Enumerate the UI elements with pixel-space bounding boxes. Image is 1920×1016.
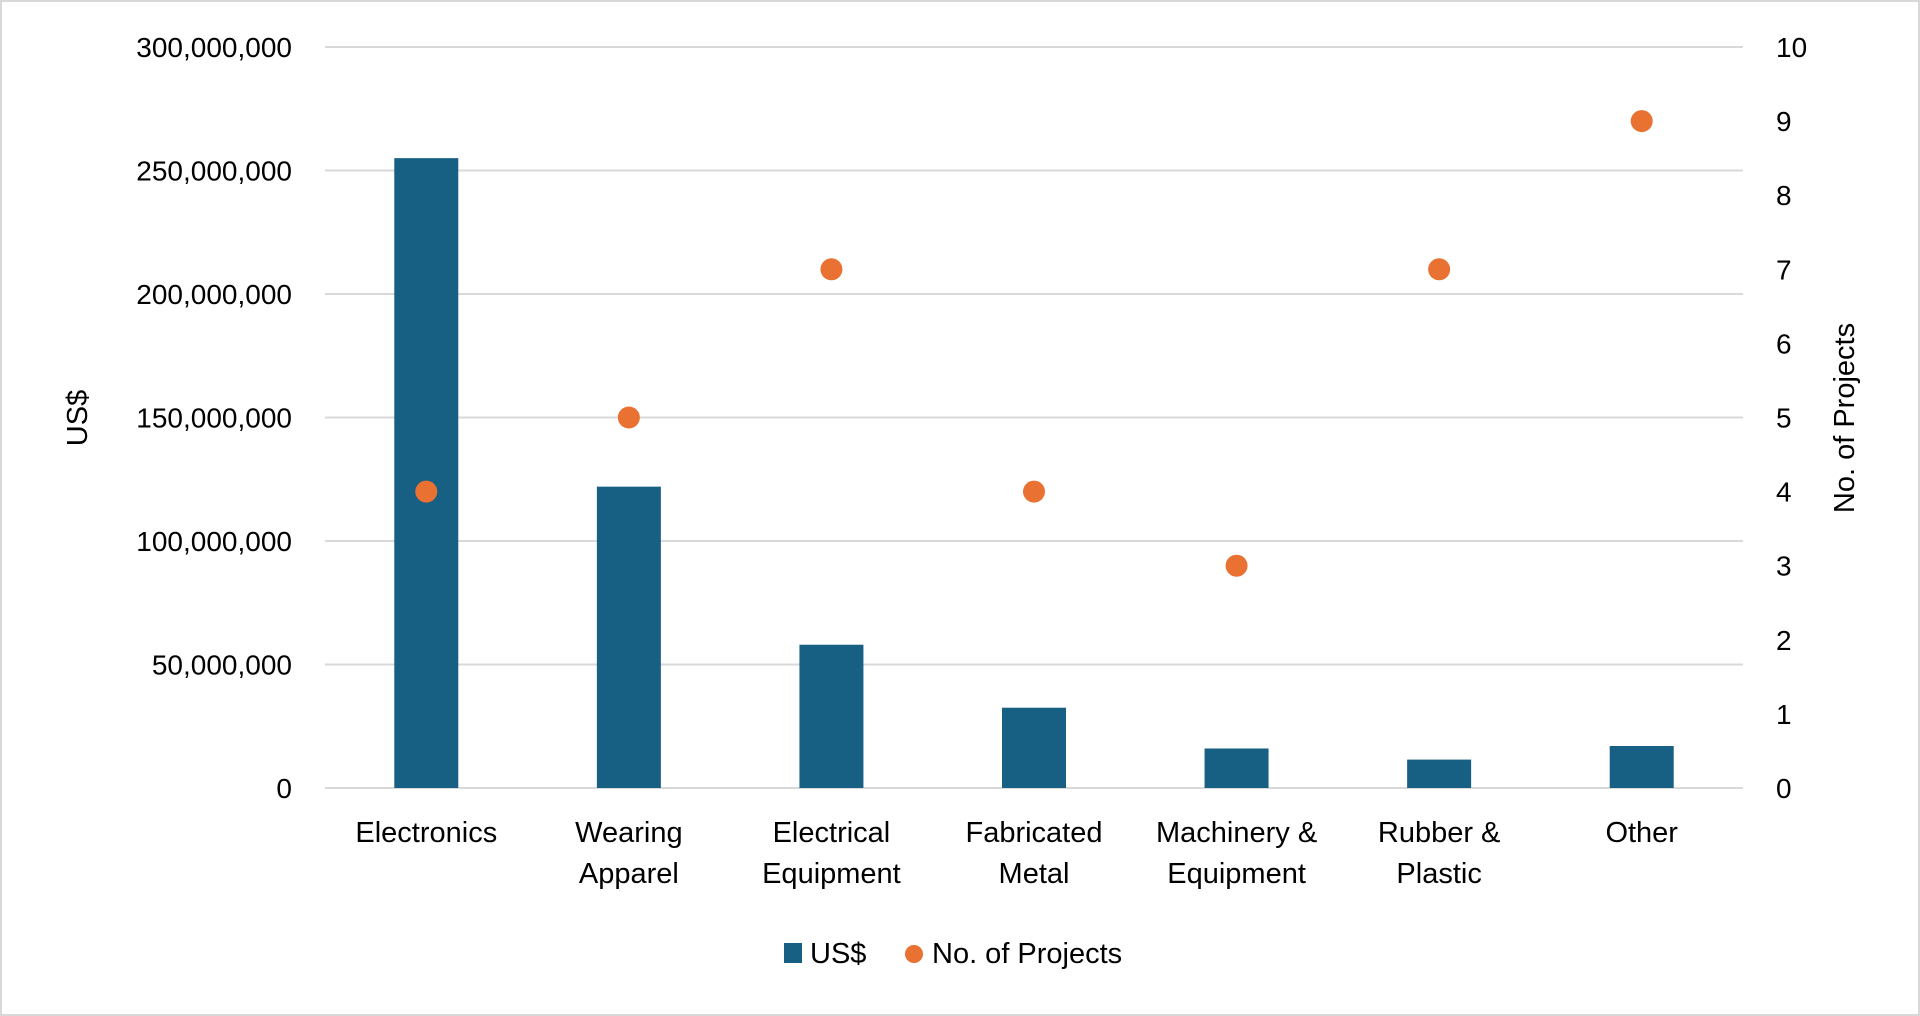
bar-usd: [1002, 707, 1066, 788]
category-label: Electrical Equipment: [762, 817, 901, 890]
legend-label-projects: No. of Projects: [932, 938, 1122, 970]
left-tick-label: 0: [276, 773, 292, 804]
point-projects: [1428, 258, 1451, 281]
right-tick-label: 10: [1776, 32, 1807, 63]
left-tick-label: 250,000,000: [136, 156, 292, 187]
left-tick-label: 200,000,000: [136, 279, 292, 310]
right-axis-title: No. of Projects: [1829, 323, 1861, 513]
legend-swatch-projects: [905, 945, 923, 963]
category-label: Electronics: [355, 817, 497, 849]
point-projects: [1630, 110, 1653, 133]
category-label: Fabricated Metal: [965, 817, 1102, 890]
right-tick-label: 8: [1776, 180, 1792, 211]
left-tick-label: 50,000,000: [152, 650, 292, 681]
left-axis-title: US$: [62, 390, 94, 446]
right-tick-label: 3: [1776, 551, 1792, 582]
point-projects: [415, 480, 438, 503]
point-projects: [1225, 554, 1248, 577]
right-tick-label: 5: [1776, 403, 1792, 434]
right-tick-label: 9: [1776, 106, 1792, 137]
left-tick-label: 100,000,000: [136, 526, 292, 557]
bar-usd: [1204, 748, 1269, 788]
right-tick-label: 1: [1776, 699, 1792, 730]
right-tick-label: 4: [1776, 477, 1792, 508]
bar-series-usd: [394, 158, 1674, 788]
category-label: Other: [1605, 817, 1678, 849]
point-projects: [820, 258, 843, 281]
legend-label-usd: US$: [810, 938, 866, 970]
left-tick-label: 150,000,000: [136, 403, 292, 434]
right-tick-label: 2: [1776, 625, 1792, 656]
category-label: Machinery & Equipment: [1156, 817, 1317, 890]
gridlines: [325, 46, 1743, 789]
bar-usd: [394, 158, 459, 788]
bar-usd: [1407, 759, 1472, 788]
right-tick-label: 7: [1776, 254, 1792, 285]
category-label: Rubber & Plastic: [1378, 817, 1501, 890]
left-axis-ticks: 0 50,000,000 100,000,000 150,000,000 200,000…: [136, 32, 292, 804]
bar-usd: [1609, 746, 1674, 788]
left-tick-label: 300,000,000: [136, 32, 292, 63]
category-axis-labels: Electronics Wearing Apparel Electrical Equip…: [355, 817, 1678, 890]
point-projects: [617, 406, 640, 429]
bar-usd: [799, 644, 864, 788]
right-tick-label: 6: [1776, 328, 1792, 359]
legend: US$ No. of Projects: [784, 938, 1122, 970]
legend-swatch-usd: [784, 943, 802, 963]
scatter-series-projects: [415, 110, 1653, 577]
point-projects: [1023, 480, 1045, 503]
right-tick-label: 0: [1776, 773, 1792, 804]
right-axis-ticks: 0 1 2 3 4 5 6 7 8 9 10: [1776, 32, 1807, 804]
category-label: Wearing Apparel: [575, 817, 682, 890]
bar-usd: [596, 486, 661, 788]
